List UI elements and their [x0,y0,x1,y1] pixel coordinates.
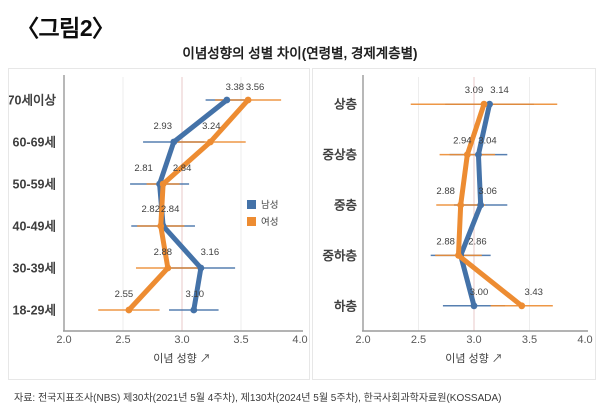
data-point [470,302,478,310]
x-tick-label: 4.0 [292,334,307,346]
data-label: 2.55 [115,289,134,300]
category-label: 70세이상 [9,93,56,108]
category-label: 40-49세 [13,219,56,234]
male-color-swatch [247,199,256,209]
data-point [457,201,465,209]
x-axis-title: 이념 성향 ↗ [445,352,503,365]
data-label: 3.06 [478,186,497,197]
data-label: 2.93 [153,121,172,132]
x-tick-label: 3.5 [522,334,537,346]
source-note: 자료: 전국지표조사(NBS) 제30차(2021년 5월 4주차), 제130… [14,393,502,404]
age-chart: 3.382.932.812.843.163.103.563.242.842.82… [9,75,308,365]
data-label: 3.16 [201,247,220,258]
data-point [223,96,231,104]
data-point [197,264,205,272]
category-label: 60-69세 [13,135,56,150]
data-label: 3.14 [490,85,509,96]
x-tick-label: 4.0 [577,334,592,346]
data-point [463,151,471,158]
x-tick-label: 2.0 [56,334,71,346]
class-chart-panel: 3.14 3.04 3.06 2.88 3.00 3.09 2.94 2.88 2.86 3.43… [312,68,596,380]
data-label: 2.88 [436,186,455,197]
data-label: 3.56 [246,82,265,93]
category-label: 18-29세 [13,303,56,318]
data-label: 3.04 [478,136,497,147]
legend-label-female: 여성 [261,217,279,228]
category-label: 상층 [334,97,358,112]
data-label: 2.84 [161,204,180,215]
female-color-swatch [247,216,256,226]
x-tick-label: 3.0 [174,334,189,346]
data-label: 2.81 [134,163,153,174]
data-point [475,151,482,158]
x-tick-label: 2.5 [115,334,130,346]
legend-item-male: 남성 [247,197,278,211]
data-point [164,264,172,272]
data-point [455,252,462,259]
data-point [486,100,493,108]
age-chart-panel: 3.38 2.93 2.81 2.84 3.16 3.10 3.56 3.24 2.84 2.82… [8,68,310,380]
chart-title: 이념성향의 성별 차이(연령별, 경제계층별) [182,46,418,61]
data-label: 3.24 [202,121,221,132]
class-chart: 3.14 3.04 3.06 2.88 3.00 3.09 2.94 2.88 2.86 3.43… [322,75,593,365]
x-tick-label: 2.5 [411,334,426,346]
data-label: 3.10 [186,289,205,300]
data-point [170,138,178,146]
data-label: 2.94 [453,136,472,147]
data-point [206,138,214,146]
legend-item-female: 여성 [247,214,278,228]
legend: 남성 여성 [247,197,278,228]
data-point [157,222,165,230]
category-label: 하층 [334,298,358,313]
x-tick-label: 2.0 [355,334,370,346]
data-label: 2.88 [436,236,455,247]
data-point [159,180,167,188]
data-point [477,201,485,209]
legend-label-male: 남성 [261,200,279,211]
data-point [480,100,488,108]
data-point [518,302,526,310]
data-point [125,306,133,314]
data-label: 2.88 [154,247,173,258]
data-label: 2.84 [173,163,192,174]
data-label: 2.86 [468,236,487,247]
figure-label: 〈그림2〉 [16,15,115,41]
x-tick-label: 3.5 [233,334,248,346]
data-point [190,306,198,314]
data-label: 3.09 [465,85,484,96]
data-label: 3.43 [524,287,543,298]
data-point [244,96,252,104]
category-label: 50-59세 [13,177,56,192]
x-axis-title: 이념 성향 ↗ [153,352,211,365]
category-label: 30-39세 [13,261,56,276]
female-series-line [126,97,251,313]
category-label: 중상층 [322,147,357,162]
category-label: 중하층 [322,248,357,263]
data-label: 2.82 [142,204,161,215]
data-label: 3.38 [226,82,245,93]
category-label: 중층 [334,198,358,213]
x-tick-label: 3.0 [466,334,481,346]
data-label: 3.00 [470,287,489,298]
